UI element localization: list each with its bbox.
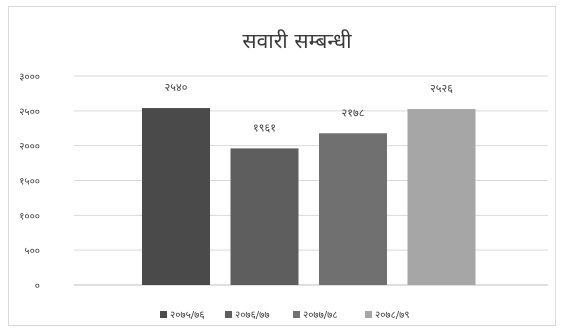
legend-label: २०७५/७६: [170, 310, 205, 321]
legend-label: २०७७/७८: [303, 310, 338, 321]
y-axis-ticks: ० ५०० १००० १५०० २००० २५०० ३०००: [19, 72, 40, 292]
legend-swatch: [225, 311, 232, 318]
bar: [407, 109, 476, 285]
bars: [142, 108, 476, 286]
legend: २०७५/७६ २०७६/७७ २०७७/७८ २०७८/७९: [160, 310, 410, 321]
y-tick-label: ५००: [24, 246, 40, 257]
bar: [230, 148, 299, 285]
bar: [319, 133, 387, 285]
legend-label: २०७६/७७: [235, 310, 270, 321]
y-tick-label: २५००: [19, 107, 40, 118]
bar: [142, 108, 210, 286]
data-label: २१७८: [342, 106, 365, 119]
data-label: २५२६: [430, 82, 453, 95]
y-tick-label: ०: [35, 281, 40, 292]
legend-swatch: [160, 311, 167, 318]
legend-swatch: [365, 311, 372, 318]
data-labels: २५४० १९६१ २१७८ २५२६: [165, 81, 454, 134]
y-tick-label: ३०००: [19, 72, 40, 83]
y-tick-label: १५००: [19, 177, 40, 188]
chart-title: सवारी सम्बन्धी: [242, 29, 352, 53]
y-tick-label: १०००: [19, 211, 40, 222]
data-label: १९६१: [253, 121, 276, 134]
y-tick-label: २०००: [19, 142, 40, 153]
data-label: २५४०: [165, 81, 188, 94]
legend-label: २०७८/७९: [375, 310, 410, 321]
legend-swatch: [293, 311, 300, 318]
